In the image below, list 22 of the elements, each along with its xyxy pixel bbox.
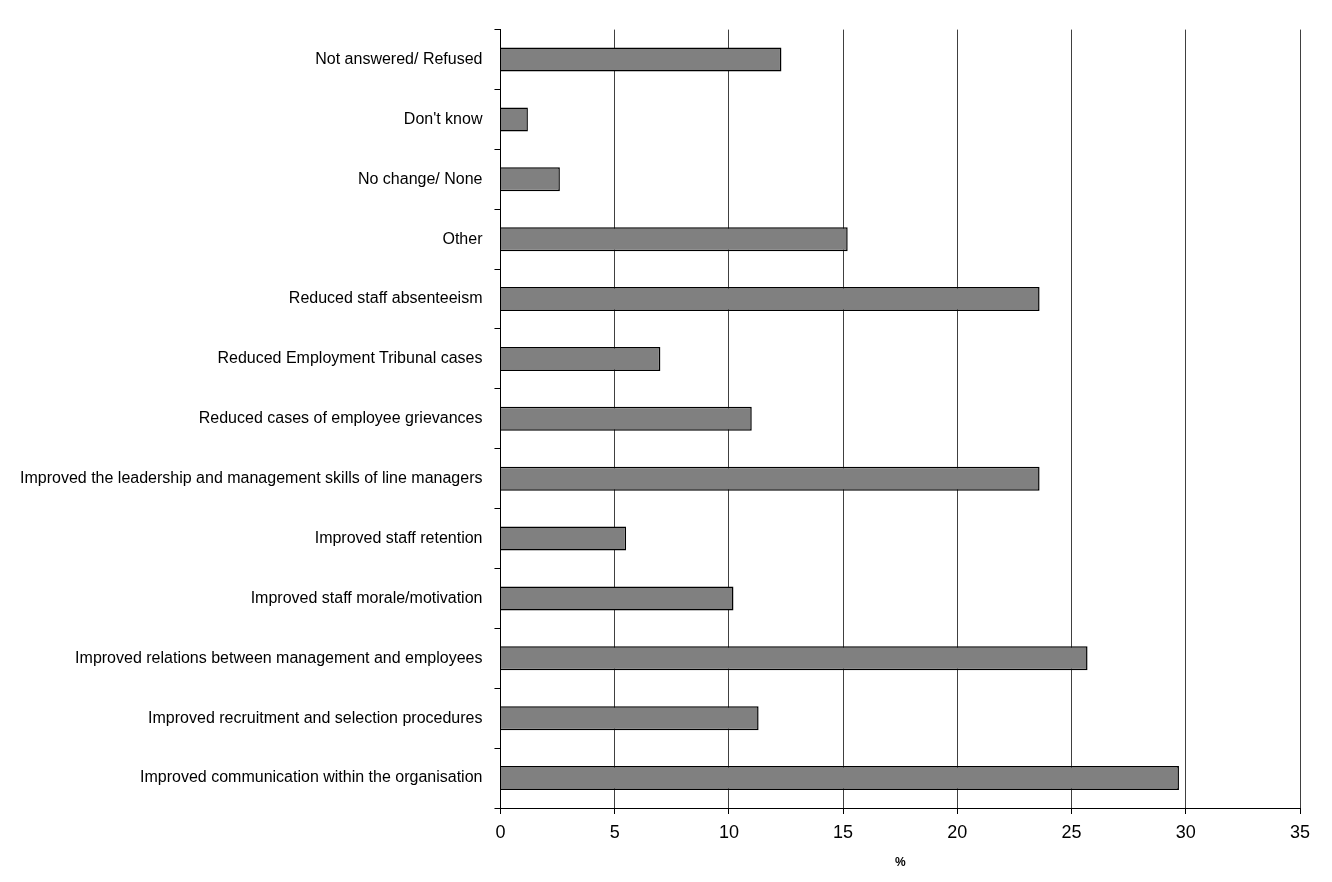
y-tick-label: Improved recruitment and selection procedures bbox=[148, 708, 483, 726]
y-tick-label: Improved the leadership and management skills of line managers bbox=[19, 469, 483, 487]
x-tick-label: 25 bbox=[1061, 821, 1082, 842]
x-tick-label: 10 bbox=[718, 821, 739, 842]
y-tick-label: Don't know bbox=[403, 109, 483, 127]
y-tick-label: Not answered/ Refused bbox=[315, 49, 483, 67]
x-tick-label: 35 bbox=[1289, 821, 1311, 842]
x-tick-label: 0 bbox=[495, 821, 506, 842]
y-tick-label: Reduced Employment Tribunal cases bbox=[217, 349, 483, 367]
y-tick-label: Improved staff morale/motivation bbox=[250, 588, 483, 606]
x-tick-label: 5 bbox=[609, 821, 620, 842]
x-axis-title: % bbox=[894, 855, 906, 870]
y-tick-label: Other bbox=[442, 229, 484, 247]
y-tick-label: Improved relations between management and employees bbox=[75, 648, 483, 666]
y-tick-label: Reduced staff absenteeism bbox=[288, 289, 483, 307]
x-tick-label: 20 bbox=[947, 821, 968, 842]
y-tick-label: No change/ None bbox=[357, 169, 483, 187]
x-tick-label: 30 bbox=[1175, 821, 1196, 842]
y-tick-label: Improved communication within the organisation bbox=[140, 768, 483, 786]
y-tick-label: Improved staff retention bbox=[314, 528, 483, 546]
x-tick-label: 15 bbox=[833, 821, 854, 842]
y-tick-label: Reduced cases of employee grievances bbox=[198, 409, 483, 427]
